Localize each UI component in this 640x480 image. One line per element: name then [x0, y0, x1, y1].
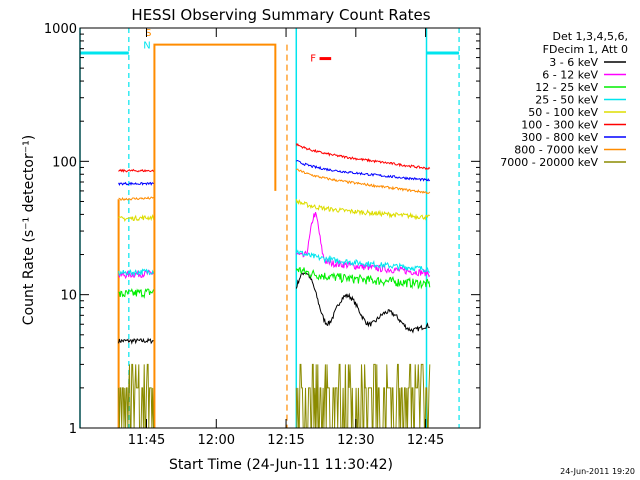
series-line-2-seg1: [295, 267, 431, 290]
legend-label: 6 - 12 keV: [542, 69, 598, 82]
legend-label: 3 - 6 keV: [549, 56, 598, 69]
x-tick-label: 12:15: [267, 433, 304, 448]
axes: 1 10 100 1000 11:45 12:00 12:15 12:30 12:45: [44, 22, 481, 448]
flag-label: F: [310, 54, 316, 65]
legend-label: 25 - 50 keV: [535, 94, 598, 107]
series-line-3-seg0: [118, 268, 154, 278]
y-tick-label: 1: [69, 422, 77, 437]
series-line-4-seg0: [118, 213, 154, 222]
x-axis-label: Start Time (24-Jun-11 11:30:42): [169, 457, 393, 473]
chart-title: HESSI Observing Summary Count Rates: [131, 6, 430, 24]
legend-label: 7000 - 20000 keV: [500, 156, 598, 169]
series-line-5-seg1: [295, 142, 431, 171]
y-tick-label: 100: [52, 155, 77, 170]
series-line-5-seg0: [118, 168, 154, 173]
series-line-3-seg1: [296, 249, 430, 273]
x-tick-label: 12:30: [337, 433, 374, 448]
x-tick-label: 12:00: [198, 433, 235, 448]
legend-label: 800 - 7000 keV: [514, 144, 598, 157]
y-axis-label: Count Rate (s⁻¹ detector⁻¹): [21, 135, 37, 325]
series-line-4-seg1: [295, 198, 431, 221]
x-tick-label: 11:45: [128, 433, 165, 448]
plot-frame: [79, 27, 481, 429]
series-line-1-seg1: [296, 211, 431, 278]
legend-label: 300 - 800 keV: [521, 131, 598, 144]
series-line-7-seg1: [296, 168, 431, 195]
legend-header: FDecim 1, Att 0: [543, 43, 628, 56]
x-tick-label: 12:45: [407, 433, 444, 448]
series-line-2-seg0: [118, 287, 154, 299]
series-line-8-seg1: [295, 363, 431, 429]
series-line-6-seg0: [118, 181, 154, 187]
series-line-7-seg0: [118, 196, 154, 202]
plot-lines: SN F: [79, 28, 460, 429]
legend-label: 50 - 100 keV: [528, 106, 598, 119]
legend-label: 12 - 25 keV: [535, 81, 598, 94]
timestamp: 24-Jun-2011 19:20: [560, 467, 635, 476]
series-line-8-seg0: [118, 363, 154, 429]
series-line-6-seg1: [295, 159, 431, 182]
legend: Det 1,3,4,5,6,FDecim 1, Att 03 - 6 keV6 …: [500, 30, 628, 169]
series-line-0-seg0: [118, 337, 154, 345]
series-line-0-seg1: [295, 271, 430, 334]
flag-label: N: [143, 41, 150, 52]
legend-label: 100 - 300 keV: [521, 119, 598, 132]
y-tick-label: 1000: [44, 22, 77, 37]
y-tick-label: 10: [60, 289, 77, 304]
flag-label: S: [145, 28, 151, 39]
attenuator-step: [117, 43, 277, 428]
legend-header: Det 1,3,4,5,6,: [552, 30, 628, 43]
